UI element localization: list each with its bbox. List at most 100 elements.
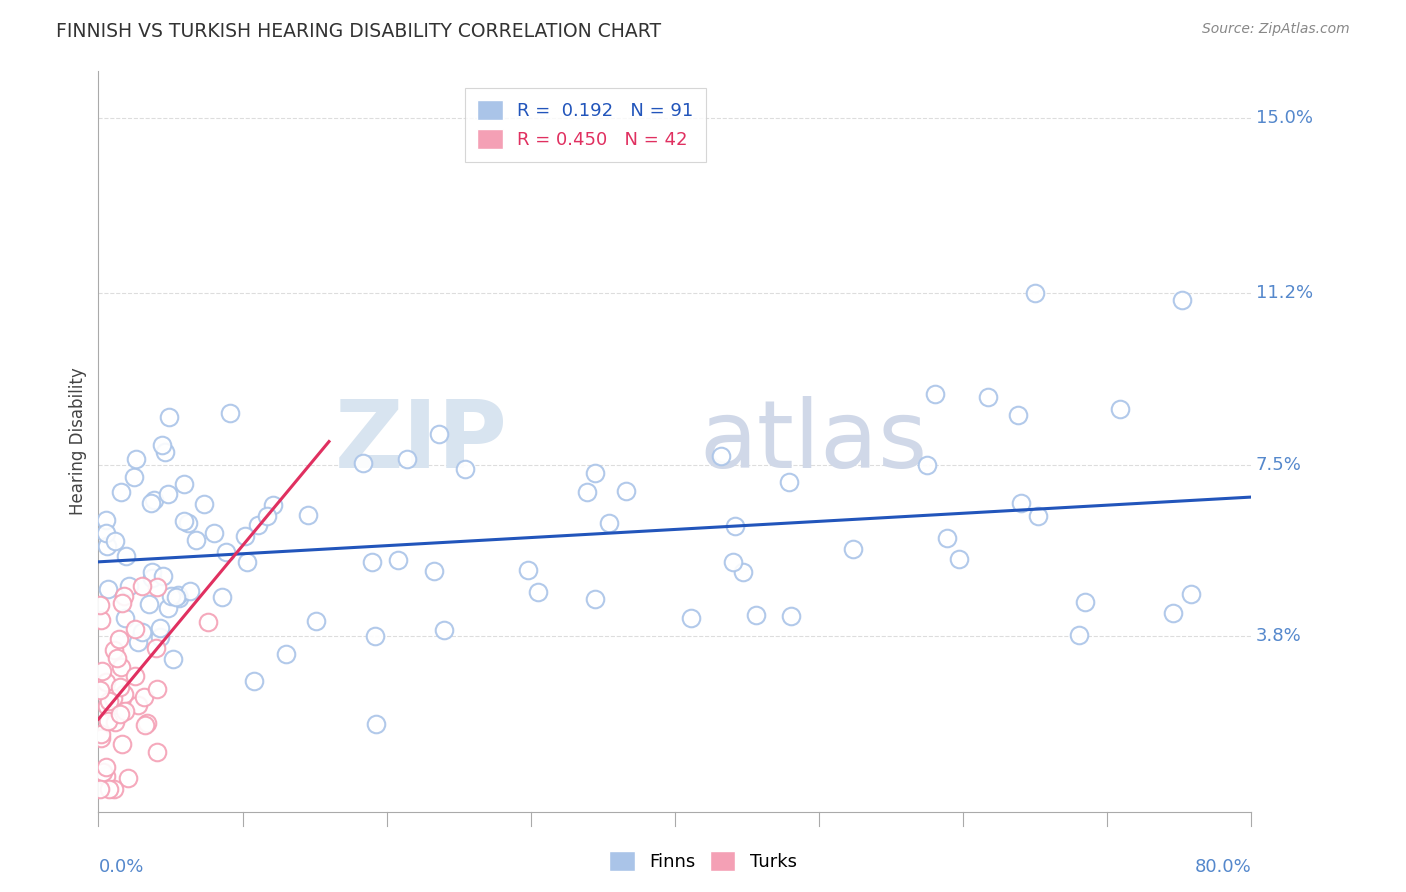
Point [110,485,132,500]
Point [103,715,125,730]
Point [145,641,167,656]
Point [583,591,606,606]
Point [724,518,747,533]
Point [103,781,125,796]
Point [98,781,121,796]
Point [146,581,169,595]
Point [243,673,266,688]
Point [917,458,939,473]
Point [90,731,112,746]
Point [247,517,270,532]
Point [841,541,863,556]
Point [131,625,153,640]
Point [681,611,703,625]
Point [124,452,146,467]
Point [112,589,135,603]
Point [149,630,172,644]
Point [89,599,111,613]
Point [97,714,120,728]
Point [218,406,240,420]
Point [150,438,173,452]
Point [156,600,179,615]
Point [262,499,284,513]
Point [395,452,418,467]
Point [256,509,278,524]
Point [387,553,409,567]
Point [96,759,118,773]
Point [186,533,208,548]
Point [162,652,184,666]
Point [173,515,195,529]
Point [114,704,136,718]
Point [167,591,190,605]
Legend: R =  0.192   N = 91, R = 0.450   N = 42: R = 0.192 N = 91, R = 0.450 N = 42 [465,87,706,161]
Point [108,706,131,721]
Text: 11.2%: 11.2% [1256,285,1313,302]
Point [517,563,540,577]
Point [1024,286,1046,301]
Text: FINNISH VS TURKISH HEARING DISABILITY CORRELATION CHART: FINNISH VS TURKISH HEARING DISABILITY CO… [56,22,661,41]
Point [779,608,801,623]
Point [138,598,160,612]
Point [1007,408,1029,422]
Legend: Finns, Turks: Finns, Turks [602,844,804,879]
Point [235,555,257,569]
Point [527,584,550,599]
Point [132,690,155,704]
Point [131,579,153,593]
Point [433,623,456,637]
Point [97,694,120,708]
Point [211,590,233,604]
Point [111,738,134,752]
Point [360,555,382,569]
Point [114,611,136,625]
Text: 3.8%: 3.8% [1256,627,1302,645]
Point [616,483,638,498]
Point [179,584,201,599]
Y-axis label: Hearing Disability: Hearing Disability [69,368,87,516]
Point [112,687,135,701]
Point [276,647,298,661]
Text: Source: ZipAtlas.com: Source: ZipAtlas.com [1202,22,1350,37]
Point [364,629,387,643]
Point [176,516,198,531]
Point [1161,607,1184,621]
Point [583,467,606,481]
Point [215,545,238,559]
Point [173,476,195,491]
Text: 7.5%: 7.5% [1256,456,1302,474]
Point [157,409,180,424]
Point [91,765,114,780]
Point [977,390,1000,404]
Point [103,643,125,657]
Point [149,621,172,635]
Point [167,588,190,602]
Point [948,552,970,566]
Point [94,526,117,541]
Point [1180,587,1202,601]
Point [710,450,733,464]
Text: atlas: atlas [699,395,928,488]
Point [110,660,132,674]
Point [153,445,176,459]
Point [193,497,215,511]
Point [427,426,450,441]
Point [935,531,957,545]
Point [778,475,800,489]
Point [146,746,169,760]
Point [1067,627,1090,641]
Point [96,698,118,713]
Point [124,470,146,484]
Point [204,526,226,541]
Point [124,622,146,636]
Point [115,549,138,563]
Point [94,674,117,689]
Point [101,691,124,706]
Point [90,727,112,741]
Point [1109,402,1132,417]
Point [105,651,128,665]
Point [744,607,766,622]
Point [1010,495,1032,509]
Point [156,487,179,501]
Point [90,664,112,678]
